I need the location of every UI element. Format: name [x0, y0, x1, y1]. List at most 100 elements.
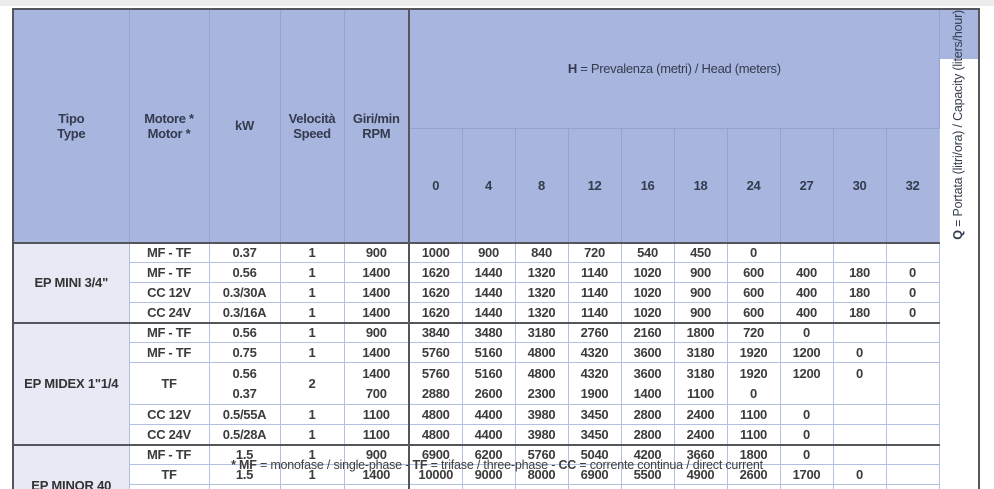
capacity-cell: 5760 2880	[408, 362, 463, 406]
kw-cell: 0.56	[208, 321, 281, 344]
kw-cell: 2.11.2	[208, 484, 281, 489]
capacity-cell: 1200	[779, 342, 834, 364]
capacity-cell	[885, 241, 940, 264]
capacity-cell: 3660	[673, 443, 728, 466]
footnote-text: = monofase / single-phase -	[256, 458, 413, 472]
speed-cell: 1	[279, 342, 345, 364]
capacity-cell: 2400	[673, 404, 728, 426]
speed-cell: 1	[279, 404, 345, 426]
head-value: 18	[673, 127, 728, 244]
kw-cell: 1.5	[208, 443, 281, 466]
capacity-cell: 2400	[673, 424, 728, 446]
capacity-cell: 1020	[620, 262, 675, 284]
kw-cell: 0.3/16A	[208, 302, 281, 324]
capacity-cell	[832, 241, 887, 264]
capacity-cell: 900	[673, 302, 728, 324]
capacity-cell: 2760	[567, 321, 622, 344]
capacity-cell: 1700	[779, 464, 834, 486]
capacity-cell: 900	[461, 241, 516, 264]
rpm-cell: 1400 700	[343, 362, 410, 406]
capacity-cell	[885, 484, 940, 489]
table-header: Tipo Type Motore * Motor * kW Velocità S…	[12, 8, 980, 244]
capacity-cell	[832, 424, 887, 446]
kw-cell: 0.56	[208, 262, 281, 284]
capacity-cell: 1800	[726, 443, 781, 466]
capacity-cell: 1620	[408, 262, 463, 284]
capacity-cell: 1920	[726, 342, 781, 364]
motor-cell: TF	[128, 362, 210, 406]
pump-capacity-table: Tipo Type Motore * Motor * kW Velocità S…	[12, 8, 981, 489]
capacity-cell: 0	[779, 443, 834, 466]
kw-cell: 0.3/30A	[208, 282, 281, 304]
speed-cell: 1	[279, 321, 345, 344]
rpm-cell: 900	[343, 321, 410, 344]
speed-cell: 2	[279, 484, 345, 489]
motor-cell: CC 24V	[128, 424, 210, 446]
capacity-cell: 1440	[461, 302, 516, 324]
capacity-cell: 3180	[673, 342, 728, 364]
kw-cell: 0.5/28A	[208, 424, 281, 446]
capacity-cell: 0	[832, 342, 887, 364]
rpm-cell: 1400	[343, 302, 410, 324]
rpm-cell: 1400900	[343, 484, 410, 489]
head-symbol: H	[567, 61, 577, 77]
capacity-cell: 3600 1400	[620, 362, 675, 406]
capacity-cell: 2800	[620, 404, 675, 426]
speed-cell: 1	[279, 241, 345, 264]
rpm-cell: 1100	[343, 404, 410, 426]
head-value: 8	[514, 127, 569, 244]
capacity-cell: 3450	[567, 424, 622, 446]
capacity-cell: 0	[885, 282, 940, 304]
capacity-cell: 3980	[514, 424, 569, 446]
capacity-cell: 5160 2600	[461, 362, 516, 406]
capacity-cell: 3600	[620, 342, 675, 364]
capacity-cell: 600	[726, 282, 781, 304]
capacity-cell: 1800	[673, 321, 728, 344]
capacity-cell: 4800	[408, 424, 463, 446]
section-name: EP MINI 3/4"	[12, 241, 130, 324]
motor-cell: CC 24V	[128, 302, 210, 324]
capacity-cell: 55004200	[620, 484, 675, 489]
footnote-abbreviation: TF	[412, 458, 428, 472]
capacity-cell: 4320	[567, 342, 622, 364]
capacity-cell: 1920 0	[726, 362, 781, 406]
capacity-cell: 1320	[514, 282, 569, 304]
footnote-abbreviation: * MF	[231, 458, 257, 472]
capacity-cell: 3480	[461, 321, 516, 344]
capacity-cell: 1020	[620, 282, 675, 304]
capacity-cell: 0	[832, 362, 887, 406]
capacity-cell	[832, 321, 887, 344]
motor-cell: MF - TF	[128, 321, 210, 344]
capacity-cell: 900	[673, 262, 728, 284]
capacity-cell: 1140	[567, 302, 622, 324]
capacity-cell: 3180	[514, 321, 569, 344]
motor-cell: MF - TF	[128, 241, 210, 264]
head-value: 4	[461, 127, 516, 244]
capacity-cell: 6900	[567, 464, 622, 486]
motor-cell: CC 12V	[128, 282, 210, 304]
capacity-cell: 400	[779, 262, 834, 284]
capacity-axis-label: Q = Portata (litri/ora) / Capacity (lite…	[951, 10, 966, 240]
kw-cell: 0.56 0.37	[208, 362, 281, 406]
speed-cell: 2	[279, 362, 345, 406]
capacity-cell: 1320	[514, 262, 569, 284]
capacity-cell: 3450	[567, 404, 622, 426]
rpm-cell: 900	[343, 241, 410, 264]
capacity-cell: 720	[567, 241, 622, 264]
capacity-cell: 1620	[408, 282, 463, 304]
kw-cell: 0.37	[208, 241, 281, 264]
col-header-rpm-it: Giri/min	[352, 110, 400, 126]
capacity-cell: 1140	[567, 262, 622, 284]
capacity-cell: 5160	[461, 342, 516, 364]
kw-cell: 0.5/55A	[208, 404, 281, 426]
capacity-cell	[885, 464, 940, 486]
capacity-cell: 5500	[620, 464, 675, 486]
capacity-cell: 0	[885, 262, 940, 284]
capacity-cell: 6200	[461, 443, 516, 466]
capacity-cell: 1100	[726, 424, 781, 446]
capacity-cell	[885, 424, 940, 446]
capacity-cell: 1100	[726, 404, 781, 426]
capacity-cell	[885, 321, 940, 344]
head-value: 24	[726, 127, 781, 244]
capacity-cell: 1620	[408, 302, 463, 324]
